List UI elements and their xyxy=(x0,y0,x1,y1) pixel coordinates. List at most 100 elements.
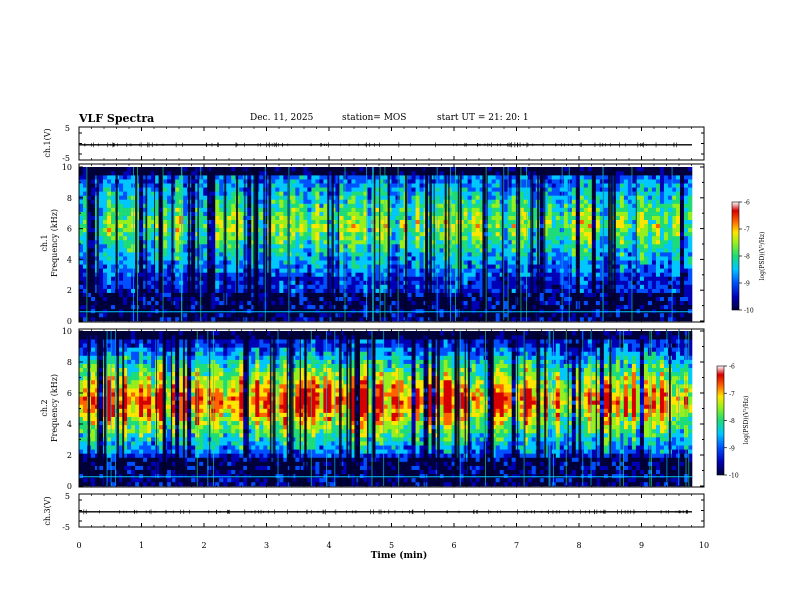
spectrogram-cell xyxy=(351,227,356,233)
spectrogram-cell xyxy=(335,183,340,188)
spectrogram-cell xyxy=(119,284,124,289)
spectrogram-cell xyxy=(143,223,148,229)
spectrogram-cell xyxy=(395,179,400,184)
spectrogram-cell xyxy=(275,195,280,200)
spectrogram-cell xyxy=(155,183,160,188)
spectrogram-cell xyxy=(399,223,404,229)
spectrogram-cell xyxy=(311,171,316,176)
spectrogram-cell xyxy=(419,219,424,225)
spectrogram-cell xyxy=(215,207,220,212)
spectrogram-cell xyxy=(339,284,344,289)
spectrogram-cell xyxy=(451,191,456,196)
spectrogram-cell xyxy=(355,199,360,204)
spectrogram-cell xyxy=(523,304,529,310)
spectrogram-cell xyxy=(159,284,164,289)
spectrogram-cell xyxy=(435,195,440,200)
spectrogram-cell xyxy=(551,223,557,229)
header-station: station= MOS xyxy=(342,113,407,123)
spectrogram-cell xyxy=(495,227,500,233)
spectrogram-cell xyxy=(307,292,312,297)
spectrogram-cell xyxy=(571,219,577,225)
spectrogram-cell xyxy=(339,199,344,204)
spectrogram-cell xyxy=(439,316,444,322)
spectrogram-cell xyxy=(447,219,452,225)
spectrogram-cell xyxy=(227,171,232,176)
spectrogram-cell xyxy=(215,248,220,253)
spectrogram-cell xyxy=(219,304,224,310)
spectrogram-cell xyxy=(111,284,116,289)
spectrogram-cell xyxy=(411,252,416,257)
spectrogram-cell xyxy=(547,260,553,265)
spectrogram-cell xyxy=(411,276,416,281)
spectrogram-cell xyxy=(295,308,300,314)
spectrogram-cell xyxy=(363,227,368,233)
spectrogram-cell xyxy=(527,231,533,237)
spectrogram-cell xyxy=(247,207,252,212)
spectrogram-cell xyxy=(499,191,504,196)
spectrogram-cell xyxy=(163,264,168,269)
spectrogram-cell xyxy=(239,300,244,306)
spectrogram-cell xyxy=(343,276,348,281)
spectrogram-cell xyxy=(239,239,244,245)
spectrogram-cell xyxy=(79,203,84,208)
spectrogram-cell xyxy=(299,312,304,318)
spectrogram-cell xyxy=(123,316,128,322)
spectrogram-cell xyxy=(439,203,444,208)
spectrogram-cell xyxy=(91,280,96,285)
spectrogram-cell xyxy=(555,292,561,297)
spectrogram-cell xyxy=(531,167,537,172)
spectrogram-cell xyxy=(167,187,172,192)
spectrogram-cell xyxy=(395,239,400,245)
spectrogram-cell xyxy=(351,256,356,261)
spectrogram-cell xyxy=(83,231,88,237)
spectrogram-cell xyxy=(383,308,388,314)
spectrogram-cell xyxy=(439,268,444,273)
spectrogram-cell xyxy=(127,252,132,257)
spectrogram-cell xyxy=(359,227,364,233)
spectrogram-cell xyxy=(219,280,224,285)
spectrogram-cell xyxy=(283,167,288,172)
spectrogram-cell xyxy=(207,280,212,285)
spectrogram-cell xyxy=(199,223,204,229)
spectrogram-cell xyxy=(479,203,484,208)
spectrogram-cell xyxy=(271,272,276,277)
spectrogram-cell xyxy=(519,244,525,249)
spectrogram-cell xyxy=(491,207,496,212)
spectrogram-cell xyxy=(311,256,316,261)
spectrogram-cell xyxy=(335,300,340,306)
spectrogram-cell xyxy=(191,308,196,314)
spectrogram-cell xyxy=(111,244,116,249)
spectrogram-cell xyxy=(519,227,525,233)
spectrogram-cell xyxy=(307,316,312,322)
spectrogram-cell xyxy=(227,264,232,269)
spectrogram-cell xyxy=(499,235,504,241)
spectrogram-cell xyxy=(211,179,216,184)
spectrogram-cell xyxy=(491,219,496,225)
spectrogram-cell xyxy=(195,195,200,200)
spectrogram-cell xyxy=(507,203,513,208)
spectrogram-cell xyxy=(283,231,288,237)
spectrogram-cell xyxy=(399,300,404,306)
spectrogram-cell xyxy=(411,223,416,229)
spectrogram-cell xyxy=(275,252,280,257)
spectrogram-cell xyxy=(587,316,593,322)
spectrogram-cell xyxy=(475,256,480,261)
spectrogram-cell xyxy=(391,244,396,249)
spectrogram-cell xyxy=(471,288,476,293)
spectrogram-cell xyxy=(123,308,128,314)
spectrogram-cell xyxy=(495,256,500,261)
spectrogram-cell xyxy=(203,183,208,188)
spectrogram-cell xyxy=(339,252,344,257)
spectrogram-cell xyxy=(335,231,340,237)
spectrogram-cell xyxy=(343,260,348,265)
spectrogram-cell xyxy=(99,199,104,204)
spectrogram-cell xyxy=(175,256,180,261)
spectrogram-cell xyxy=(567,288,573,293)
spectrogram-cell xyxy=(567,167,573,172)
spectrogram-cell xyxy=(543,268,549,273)
spectrogram-cell xyxy=(499,308,504,314)
spectrogram-cell xyxy=(203,264,208,269)
spectrogram-cell xyxy=(123,292,128,297)
spectrogram-cell xyxy=(87,227,92,233)
spectrogram-cell xyxy=(511,235,517,241)
